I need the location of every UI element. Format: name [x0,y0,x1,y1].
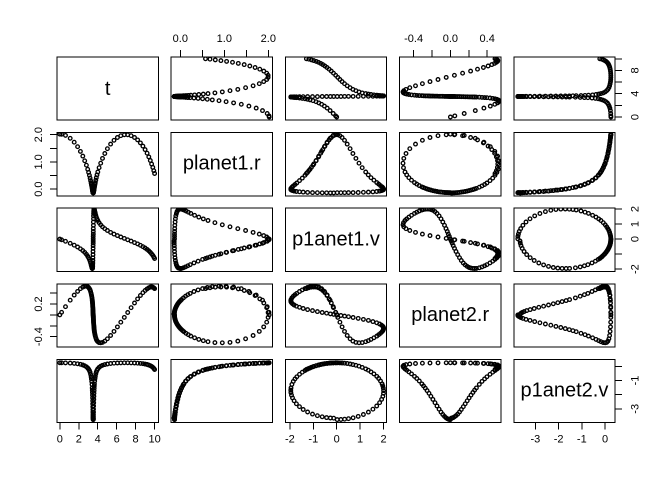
svg-text:-0.4: -0.4 [33,327,45,346]
svg-text:6: 6 [114,434,120,446]
svg-text:-2: -2 [629,264,641,274]
svg-text:0.0: 0.0 [443,33,458,45]
svg-text:2.0: 2.0 [33,127,45,142]
svg-text:-2: -2 [554,434,564,446]
svg-text:0.0: 0.0 [33,181,45,196]
svg-text:2: 2 [629,206,641,212]
svg-text:-3: -3 [629,404,641,414]
svg-text:-3: -3 [531,434,541,446]
svg-text:-0.4: -0.4 [404,33,423,45]
svg-text:2: 2 [380,434,386,446]
svg-text:1: 1 [629,221,641,227]
svg-text:0.0: 0.0 [173,33,188,45]
svg-text:0.4: 0.4 [480,33,495,45]
svg-text:t: t [105,78,111,100]
svg-text:planet1.r: planet1.r [183,153,261,175]
svg-text:1.0: 1.0 [217,33,232,45]
svg-text:0: 0 [629,236,641,242]
svg-text:p1anet2.v: p1anet2.v [520,380,608,402]
svg-text:2: 2 [76,434,82,446]
svg-text:-1: -1 [577,434,587,446]
svg-text:-1: -1 [308,434,318,446]
svg-text:p1anet1.v: p1anet1.v [292,228,380,250]
svg-text:-2: -2 [285,434,295,446]
svg-text:0.2: 0.2 [33,296,45,311]
svg-text:10: 10 [148,434,160,446]
svg-text:0: 0 [334,434,340,446]
svg-text:1: 1 [357,434,363,446]
svg-text:8: 8 [629,67,641,73]
svg-text:1.0: 1.0 [33,154,45,169]
svg-text:0: 0 [629,114,641,120]
svg-text:0: 0 [57,434,63,446]
svg-text:4: 4 [629,91,641,97]
svg-text:2.0: 2.0 [261,33,276,45]
svg-text:-1: -1 [629,376,641,386]
svg-text:4: 4 [95,434,101,446]
svg-text:0: 0 [602,434,608,446]
svg-text:8: 8 [133,434,139,446]
svg-text:planet2.r: planet2.r [411,304,489,326]
